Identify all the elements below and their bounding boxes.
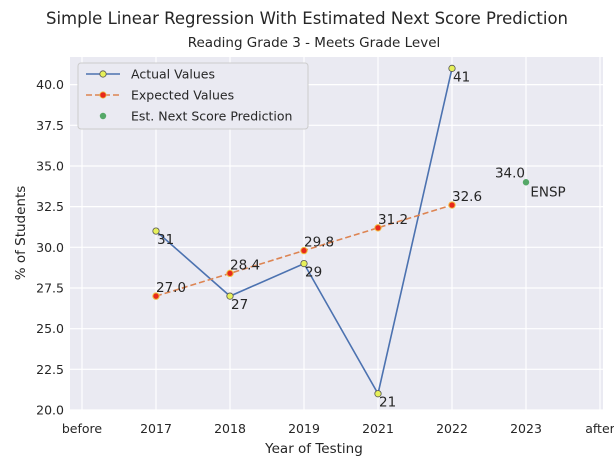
x-tick-label: before — [62, 421, 103, 436]
x-tick-label: 2019 — [288, 421, 320, 436]
data-label: 34.0 — [495, 165, 525, 181]
legend-label-0: Actual Values — [131, 67, 215, 82]
data-label: 21 — [379, 395, 396, 411]
y-tick-label: 32.5 — [36, 199, 64, 214]
chart-subtitle: Reading Grade 3 - Meets Grade Level — [188, 35, 441, 51]
y-tick-label: 40.0 — [36, 77, 64, 92]
legend-box — [77, 62, 309, 130]
legend-marker-0 — [99, 70, 107, 78]
expected-value-point — [226, 269, 234, 278]
expected-value-point — [448, 201, 456, 209]
x-axis-label: Year of Testing — [264, 441, 363, 457]
legend-marker-2 — [99, 112, 107, 120]
y-tick-label: 30.0 — [36, 240, 64, 255]
x-tick-label: 2018 — [214, 421, 246, 436]
expected-value-point — [152, 292, 160, 300]
x-tick-label: 2023 — [510, 421, 542, 436]
data-label: 31 — [157, 232, 174, 248]
x-tick-label: 2017 — [140, 421, 172, 436]
x-tick-label: 2021 — [362, 421, 394, 436]
y-tick-label: 20.0 — [36, 403, 64, 418]
actual-value-point — [226, 292, 234, 300]
series-layer: 31 27 29 21 41 27.0 28.4 29.8 31.2 32.6 34.0 ENSP — [152, 64, 566, 411]
y-tick-label: 22.5 — [36, 362, 64, 377]
data-label: 29.8 — [304, 235, 334, 251]
y-tick-label: 37.5 — [36, 118, 64, 133]
data-label: 32.6 — [452, 189, 482, 205]
y-tick-label: 27.5 — [36, 280, 64, 295]
chart-title: Simple Linear Regression With Estimated … — [46, 9, 568, 28]
data-label: 27.0 — [156, 280, 186, 296]
prediction-point — [522, 179, 530, 186]
y-tick-label: 35.0 — [36, 158, 64, 173]
y-tick-label: 25.0 — [36, 321, 64, 336]
data-label: 31.2 — [378, 212, 408, 228]
actual-value-point — [300, 259, 308, 268]
actual-value-point — [374, 390, 382, 398]
y-axis: 20.0 22.5 25.0 27.5 30.0 32.5 35.0 37.5 40.0 — [36, 77, 64, 417]
expected-value-point — [300, 246, 308, 255]
legend: Actual Values Expected Values Est. Next Sc… — [77, 62, 309, 130]
actual-value-point — [152, 227, 160, 235]
legend-label-2: Est. Next Score Prediction — [131, 109, 292, 124]
data-label: 27 — [231, 297, 248, 313]
x-tick-label: after — [585, 421, 614, 436]
prediction-annotation: ENSP — [530, 184, 565, 200]
expected-value-point — [374, 224, 382, 232]
actual-value-point — [448, 64, 456, 72]
x-axis: before 2017 2018 2019 2021 2022 2023 after — [62, 421, 614, 436]
data-label: 29 — [305, 265, 322, 281]
legend-label-1: Expected Values — [131, 88, 234, 103]
x-tick-label: 2022 — [436, 421, 468, 436]
data-label: 28.4 — [230, 257, 260, 273]
legend-marker-1 — [99, 91, 107, 99]
y-axis-label: % of Students — [13, 186, 29, 281]
data-label: 41 — [453, 69, 470, 85]
